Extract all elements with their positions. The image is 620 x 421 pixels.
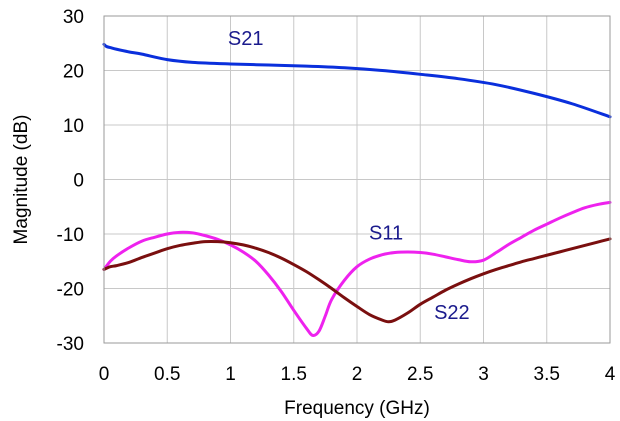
series-line-s22 — [102, 237, 612, 324]
series-line-s11 — [102, 200, 612, 337]
y-tick-label: 20 — [63, 62, 84, 83]
x-tick-label: 2 — [352, 364, 363, 385]
x-tick-label: 0 — [99, 364, 110, 385]
series-label-s22: S22 — [434, 302, 470, 324]
x-tick-label: 3 — [478, 364, 489, 385]
series-label-s21: S21 — [228, 28, 264, 50]
series-line-s21 — [102, 42, 612, 119]
series-annotations: S21 S11 S22 — [228, 28, 470, 324]
y-tick-label: 10 — [63, 116, 84, 137]
tick-labels: 0 0.5 1 1.5 2 2.5 3 3.5 4 -30 -20 -10 0 10 20 30 — [57, 7, 616, 385]
series-lines — [102, 42, 612, 337]
y-tick-label: 0 — [73, 171, 84, 192]
y-tick-label: -20 — [57, 280, 84, 301]
x-tick-label: 3.5 — [534, 364, 560, 385]
x-tick-label: 2.5 — [407, 364, 433, 385]
gridlines — [103, 15, 611, 344]
y-tick-label: 30 — [63, 7, 84, 28]
x-tick-label: 1 — [225, 364, 236, 385]
y-axis-title: Magnitude (dB) — [11, 115, 32, 245]
x-tick-label: 0.5 — [154, 364, 180, 385]
plot-frame — [103, 15, 611, 344]
x-tick-label: 4 — [605, 364, 616, 385]
series-label-s11: S11 — [369, 222, 403, 244]
y-tick-label: -10 — [57, 225, 84, 246]
x-axis-title: Frequency (GHz) — [284, 398, 430, 419]
x-tick-label: 1.5 — [281, 364, 307, 385]
y-tick-label: -30 — [57, 334, 84, 355]
